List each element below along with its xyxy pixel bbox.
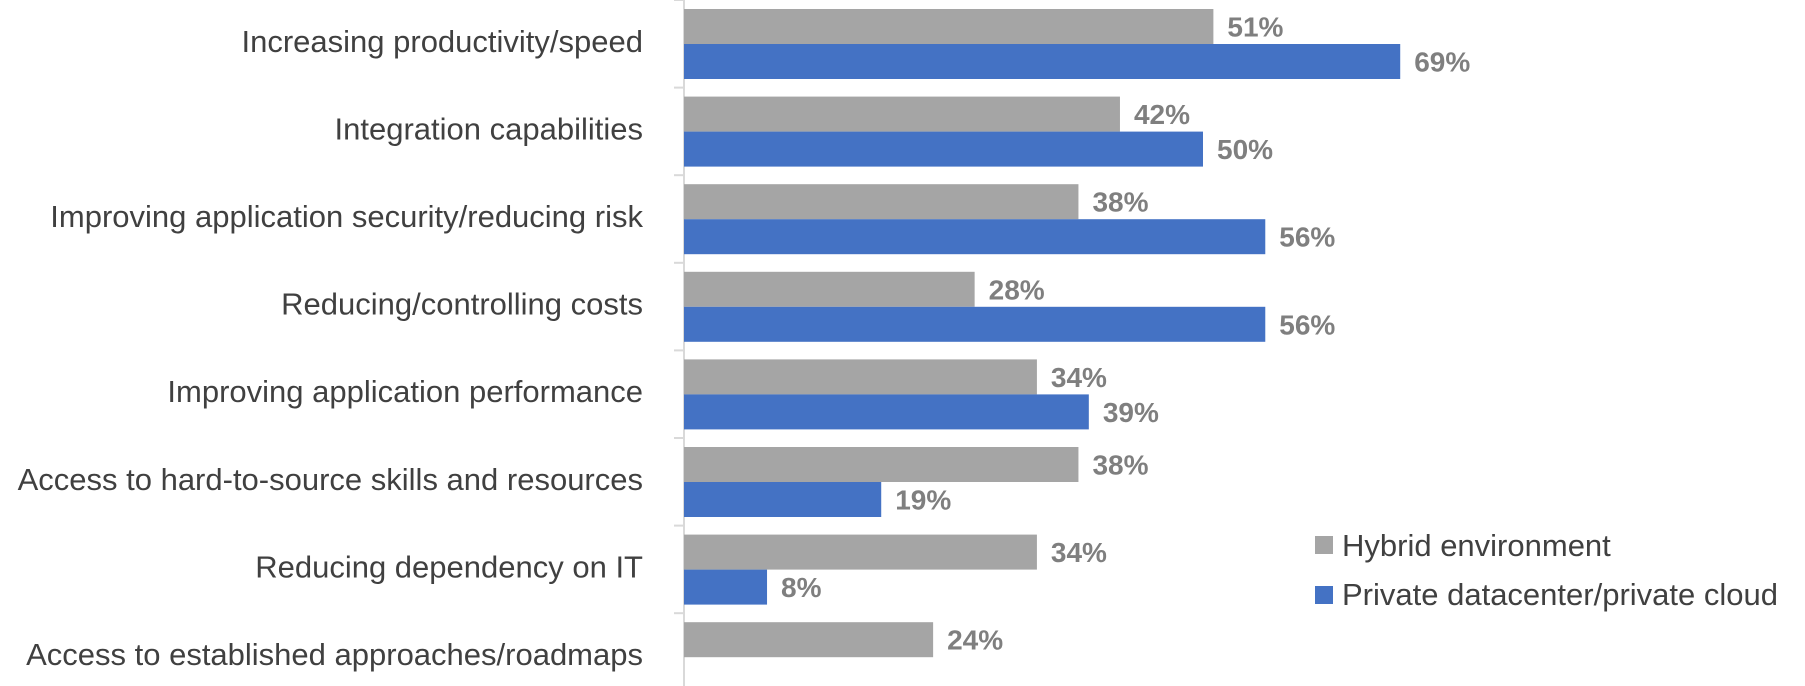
bar-hybrid-improving-application-security-reducing-risk xyxy=(684,184,1079,220)
bar-private-reducing-dependency-on-it xyxy=(684,569,768,605)
bar-private-improving-application-performance xyxy=(684,394,1089,430)
data-label-private-reducing-dependency-on-it: 8% xyxy=(781,572,822,603)
data-label-private-reducing-controlling-costs: 56% xyxy=(1279,309,1335,340)
bar-hybrid-increasing-productivity-speed xyxy=(684,9,1214,44)
legend-swatch-hybrid xyxy=(1315,536,1333,554)
category-label-improving-application-performance: Improving application performance xyxy=(167,374,643,409)
data-label-hybrid-access-to-hard-to-source-skills-and-resources: 38% xyxy=(1092,450,1148,481)
category-label-reducing-controlling-costs: Reducing/controlling costs xyxy=(281,287,643,322)
category-label-access-to-hard-to-source-skills-and-resources: Access to hard-to-source skills and reso… xyxy=(18,462,643,497)
legend-swatch-private xyxy=(1315,586,1333,604)
data-label-hybrid-reducing-controlling-costs: 28% xyxy=(989,274,1045,305)
bar-private-increasing-productivity-speed xyxy=(684,44,1401,79)
category-labels: Increasing productivity/speed Integration… xyxy=(18,24,644,672)
data-label-hybrid-reducing-dependency-on-it: 34% xyxy=(1051,537,1107,568)
category-label-improving-application-security-reducing-risk: Improving application security/reducing … xyxy=(50,199,643,234)
category-label-access-to-established-approaches-roadmaps: Access to established approaches/roadmap… xyxy=(26,637,643,672)
category-label-integration-capabilities: Integration capabilities xyxy=(335,111,643,146)
legend: Hybrid environment Private datacenter/pr… xyxy=(1315,528,1778,612)
data-label-hybrid-integration-capabilities: 42% xyxy=(1134,99,1190,130)
data-label-private-integration-capabilities: 50% xyxy=(1217,134,1273,165)
bars xyxy=(684,9,1401,658)
data-label-private-improving-application-security-reducing-risk: 56% xyxy=(1279,222,1335,253)
bar-hybrid-improving-application-performance xyxy=(684,359,1037,395)
category-axis-ticks xyxy=(674,0,684,615)
legend-label-hybrid: Hybrid environment xyxy=(1342,528,1611,563)
bar-private-access-to-hard-to-source-skills-and-resources xyxy=(684,482,882,517)
bar-hybrid-access-to-hard-to-source-skills-and-resources xyxy=(684,447,1079,482)
bar-private-improving-application-security-reducing-risk xyxy=(684,219,1266,255)
bar-hybrid-integration-capabilities xyxy=(684,96,1120,132)
bar-hybrid-reducing-controlling-costs xyxy=(684,271,975,307)
data-label-hybrid-improving-application-security-reducing-risk: 38% xyxy=(1092,187,1148,218)
bar-hybrid-reducing-dependency-on-it xyxy=(684,534,1037,570)
data-label-hybrid-increasing-productivity-speed: 51% xyxy=(1227,12,1283,43)
category-label-reducing-dependency-on-it: Reducing dependency on IT xyxy=(255,549,643,584)
data-label-private-access-to-hard-to-source-skills-and-resources: 19% xyxy=(895,485,951,516)
legend-label-private: Private datacenter/private cloud xyxy=(1342,577,1778,612)
value-labels: 51% 69% 42% 50% 38% 56% 28% 56% 34% 39% 38% 19% 34% 8… xyxy=(781,12,1470,656)
bar-private-integration-capabilities xyxy=(684,131,1203,167)
data-label-private-increasing-productivity-speed: 69% xyxy=(1414,47,1470,78)
bar-hybrid-access-to-established-approaches-roadmaps xyxy=(684,622,934,658)
category-label-increasing-productivity-speed: Increasing productivity/speed xyxy=(241,24,643,59)
data-label-hybrid-access-to-established-approaches-roadmaps: 24% xyxy=(947,625,1003,656)
data-label-hybrid-improving-application-performance: 34% xyxy=(1051,362,1107,393)
bar-private-reducing-controlling-costs xyxy=(684,306,1266,342)
data-label-private-improving-application-performance: 39% xyxy=(1103,397,1159,428)
